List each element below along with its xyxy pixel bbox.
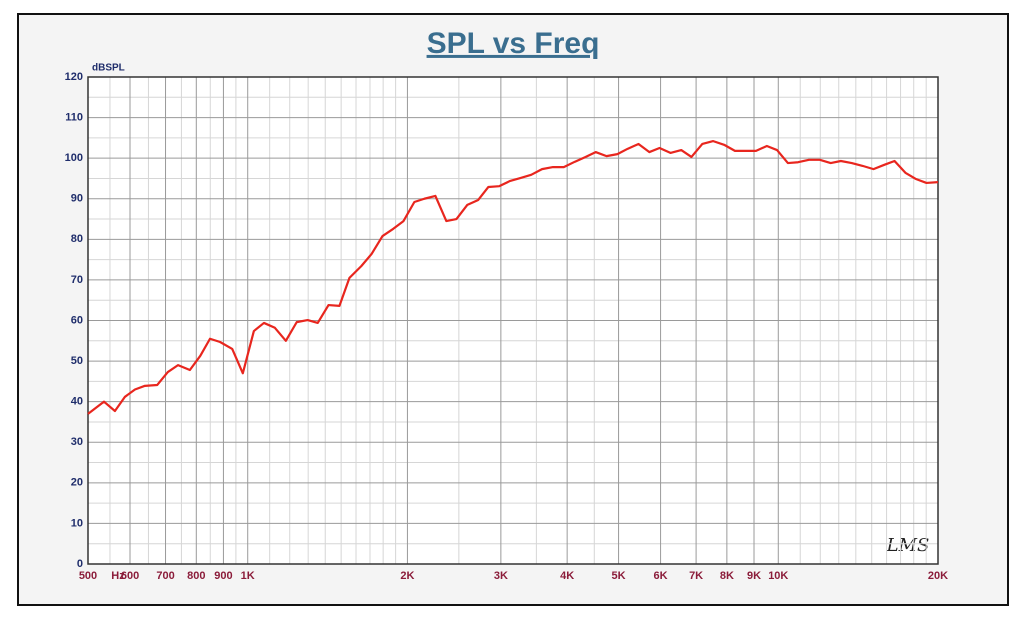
x-tick-label: 2K (400, 570, 414, 582)
x-tick-label: 900 (214, 570, 232, 582)
x-axis-label: Hz (111, 570, 125, 582)
x-tick-label: 9K (747, 570, 761, 582)
y-tick-label: 90 (71, 193, 83, 205)
y-tick-label: 20 (71, 477, 83, 489)
y-tick-label: 100 (65, 152, 83, 164)
y-tick-label: 0 (77, 558, 83, 570)
y-tick-label: 50 (71, 355, 83, 367)
x-tick-label: 800 (187, 570, 205, 582)
y-tick-label: 70 (71, 274, 83, 286)
y-tick-label: 40 (71, 396, 83, 408)
x-tick-label: 4K (560, 570, 574, 582)
x-tick-label: 7K (689, 570, 703, 582)
logo: LMS (886, 535, 930, 556)
x-tick-label: 10K (768, 570, 788, 582)
x-tick-label: 8K (720, 570, 734, 582)
x-tick-label: 600 (121, 570, 139, 582)
y-axis-label: dBSPL (92, 63, 125, 74)
x-tick-label: 700 (156, 570, 174, 582)
y-tick-label: 30 (71, 436, 83, 448)
y-tick-label: 80 (71, 233, 83, 245)
x-tick-label: 6K (654, 570, 668, 582)
y-tick-label: 120 (65, 71, 83, 83)
y-tick-label: 10 (71, 517, 83, 529)
data-line (87, 140, 939, 415)
chart-title: SPL vs Freq (427, 27, 600, 60)
plot-border (87, 76, 939, 565)
x-tick-label: 1K (241, 570, 255, 582)
x-tick-label: 3K (494, 570, 508, 582)
x-tick-label: 20K (928, 570, 948, 582)
x-tick-label: 5K (612, 570, 626, 582)
y-tick-label: 60 (71, 314, 83, 326)
y-tick-label: 110 (65, 111, 83, 123)
x-tick-label: 500 (79, 570, 97, 582)
